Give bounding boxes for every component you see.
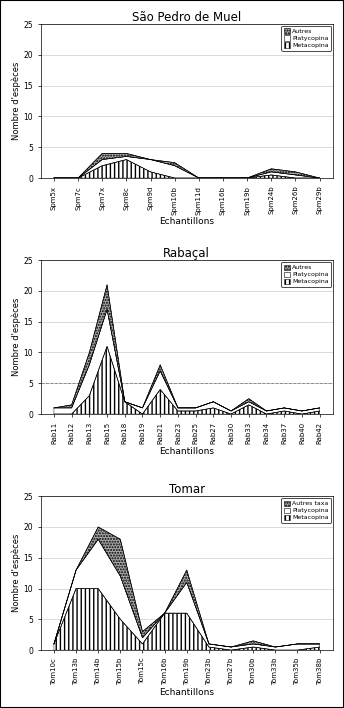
Y-axis label: Nombre d'espèces: Nombre d'espèces: [11, 62, 21, 140]
Title: Rabaçal: Rabaçal: [163, 247, 210, 260]
Legend: Autres taxa, Platycopina, Metacopina: Autres taxa, Platycopina, Metacopina: [281, 498, 331, 523]
Title: Tomar: Tomar: [169, 483, 205, 496]
Y-axis label: Nombre d'espèces: Nombre d'espèces: [11, 534, 21, 612]
Title: São Pedro de Muel: São Pedro de Muel: [132, 11, 241, 24]
Legend: Autres, Platycopina, Metacopina: Autres, Platycopina, Metacopina: [281, 26, 331, 51]
X-axis label: Echantillons: Echantillons: [159, 447, 214, 456]
Y-axis label: Nombre d'espèces: Nombre d'espèces: [11, 298, 21, 376]
X-axis label: Echantillons: Echantillons: [159, 217, 214, 227]
Legend: Autres, Platycopina, Metacopina: Autres, Platycopina, Metacopina: [281, 262, 331, 287]
X-axis label: Echantillons: Echantillons: [159, 688, 214, 697]
